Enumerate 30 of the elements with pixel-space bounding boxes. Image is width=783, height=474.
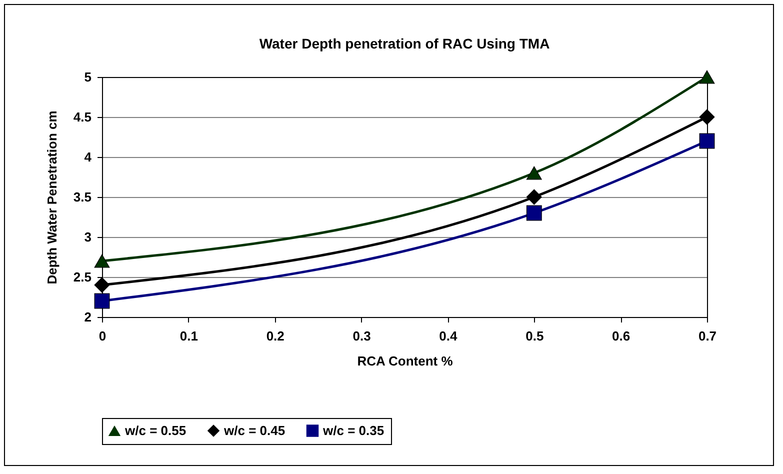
- legend-label: w/c = 0.45: [223, 422, 286, 438]
- y-tick-label: 3: [84, 230, 92, 244]
- legend-label: w/c = 0.35: [322, 422, 384, 438]
- x-tick-label: 0.6: [612, 328, 630, 344]
- y-tick-label: 5: [84, 70, 92, 84]
- x-tick-label: 0.5: [526, 328, 544, 344]
- point: [94, 293, 110, 309]
- y-tick-label: 2.5: [73, 270, 92, 284]
- y-tick-label: 4: [84, 150, 92, 164]
- x-axis-title: RCA Content %: [357, 354, 454, 368]
- point: [94, 254, 110, 268]
- y-tick-label: 4.5: [73, 110, 92, 124]
- point: [699, 109, 715, 125]
- x-tick-label: 0.1: [180, 328, 198, 344]
- point: [526, 205, 542, 221]
- y-axis-title: Depth Water Penetration cm: [44, 110, 60, 284]
- legend-label: w/c = 0.55: [124, 422, 186, 438]
- point: [526, 166, 542, 180]
- x-tick-label: 0.7: [698, 328, 717, 344]
- point: [699, 133, 715, 149]
- x-tick-label: 0: [98, 328, 106, 344]
- x-tick-label: 0.2: [266, 328, 284, 344]
- point: [699, 70, 715, 84]
- point: [94, 277, 110, 293]
- x-tick-label: 0.3: [352, 328, 371, 344]
- chart-title: Water Depth penetration of RAC Using TMA: [259, 35, 550, 52]
- y-tick-label: 2: [84, 310, 92, 324]
- y-tick-label: 3.5: [73, 190, 92, 204]
- x-tick-label: 0.4: [439, 328, 458, 344]
- point: [526, 189, 542, 205]
